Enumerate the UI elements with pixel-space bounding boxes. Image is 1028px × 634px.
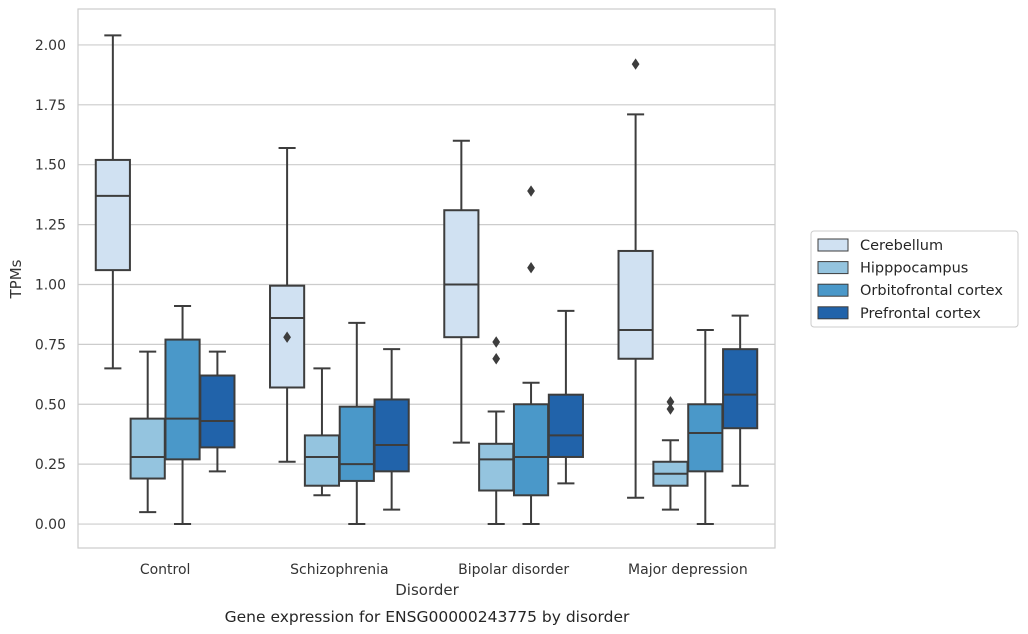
box-series-cerebellum bbox=[94, 34, 654, 499]
y-tick-label: 0.75 bbox=[35, 337, 66, 353]
y-tick-label: 2.00 bbox=[35, 38, 66, 54]
chart-caption: Gene expression for ENSG00000243775 by d… bbox=[225, 608, 630, 626]
y-tick-labels: 0.00 0.25 0.50 0.75 1.00 1.25 1.50 1.75 2.00 bbox=[35, 38, 66, 533]
box-body bbox=[303, 434, 341, 487]
legend-label: Cerebellum bbox=[860, 238, 943, 254]
box bbox=[617, 58, 654, 499]
box bbox=[303, 367, 341, 497]
legend-swatch bbox=[817, 283, 849, 297]
box-body bbox=[617, 249, 654, 360]
x-tick-label: Major depression bbox=[628, 562, 748, 578]
box-series-prefrontal-cortex bbox=[199, 309, 759, 511]
box-body bbox=[687, 403, 724, 473]
x-tick-label: Control bbox=[140, 562, 191, 578]
box-body bbox=[199, 374, 236, 449]
x-tick-label: Bipolar disorder bbox=[458, 562, 569, 578]
box bbox=[94, 34, 131, 370]
outlier-point bbox=[283, 331, 291, 343]
legend-entry: Cerebellum bbox=[817, 238, 943, 254]
y-tick-label: 0.00 bbox=[35, 517, 66, 533]
x-axis-label: Disorder bbox=[395, 581, 459, 599]
legend-entry: Orbitofrontal cortex bbox=[817, 283, 1003, 299]
legend-entry: Hipppocampus bbox=[817, 261, 968, 277]
box-body bbox=[94, 158, 131, 272]
outlier-point bbox=[492, 336, 501, 348]
box-series bbox=[94, 34, 759, 526]
box bbox=[269, 146, 306, 463]
legend-swatch bbox=[817, 306, 849, 320]
box bbox=[512, 185, 550, 526]
box bbox=[199, 350, 236, 473]
y-tick-label: 0.50 bbox=[35, 397, 66, 413]
box bbox=[547, 309, 584, 485]
y-tick-label: 0.25 bbox=[35, 457, 66, 473]
box bbox=[652, 396, 689, 511]
box bbox=[129, 350, 166, 514]
y-axis-label: TPMs bbox=[7, 259, 25, 299]
box-body bbox=[129, 417, 166, 480]
box bbox=[478, 336, 515, 526]
box-body bbox=[722, 348, 759, 430]
box-body bbox=[164, 338, 201, 461]
box-body bbox=[443, 209, 480, 339]
outlier-point bbox=[492, 353, 501, 365]
box bbox=[443, 139, 480, 444]
plot-area-frame bbox=[77, 8, 776, 549]
legend-entries: Cerebellum Hipppocampus Orbitofrontal cort… bbox=[817, 238, 1003, 322]
legend-entry: Prefrontal cortex bbox=[817, 306, 981, 322]
outlier-point bbox=[527, 185, 535, 197]
legend-label: Hipppocampus bbox=[860, 261, 968, 277]
legend-swatch bbox=[817, 238, 849, 252]
box-body bbox=[512, 403, 550, 497]
box bbox=[338, 321, 375, 526]
legend-label: Orbitofrontal cortex bbox=[860, 283, 1003, 299]
box bbox=[164, 305, 201, 526]
box-body bbox=[478, 442, 515, 492]
y-tick-label: 1.50 bbox=[35, 158, 66, 174]
box-series-orbitofrontal-cortex bbox=[164, 185, 724, 526]
legend-swatch bbox=[817, 261, 849, 275]
x-tick-labels: Control Schizophrenia Bipolar disorder Majo… bbox=[140, 562, 748, 578]
y-tick-label: 1.00 bbox=[35, 277, 66, 293]
legend-frame bbox=[810, 230, 1019, 328]
y-tick-label: 1.75 bbox=[35, 98, 66, 114]
outlier-point bbox=[666, 403, 675, 415]
box-body bbox=[547, 393, 584, 458]
box-series-hipppocampus bbox=[129, 336, 689, 526]
x-tick-label: Schizophrenia bbox=[290, 562, 388, 578]
legend-label: Prefrontal cortex bbox=[860, 306, 981, 322]
y-tick-label: 1.25 bbox=[35, 218, 66, 234]
box bbox=[373, 348, 410, 511]
box bbox=[722, 314, 759, 487]
box-body bbox=[338, 405, 375, 482]
legend: Cerebellum Hipppocampus Orbitofrontal cort… bbox=[810, 230, 1019, 328]
box-body bbox=[373, 398, 410, 473]
outlier-point bbox=[527, 262, 535, 274]
box bbox=[687, 329, 724, 526]
outlier-point bbox=[631, 58, 640, 70]
